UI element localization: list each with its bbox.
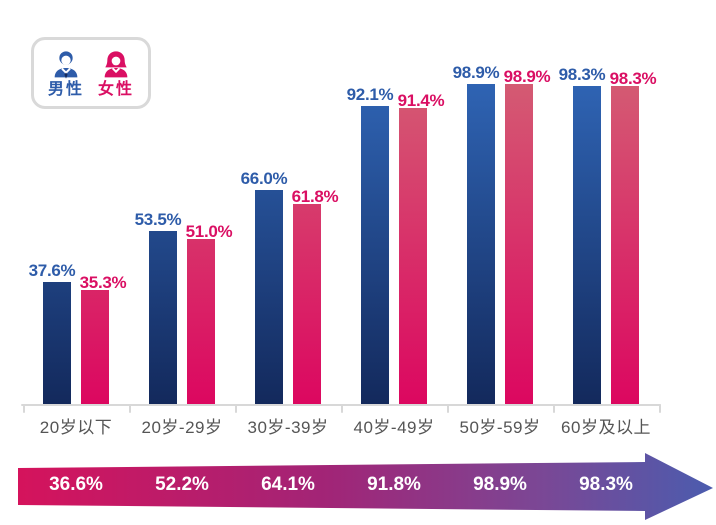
category-label: 40岁-49岁 xyxy=(353,418,435,437)
arrow-value-label: 52.2% xyxy=(155,474,209,495)
male-value-label: 53.5% xyxy=(134,210,182,229)
male-value-label: 92.1% xyxy=(346,85,394,104)
male-bar xyxy=(361,106,389,404)
axis-tick xyxy=(129,404,131,413)
female-value-label: 98.3% xyxy=(609,69,657,88)
female-value-label: 51.0% xyxy=(185,222,233,241)
female-bar xyxy=(293,204,321,404)
female-value-label: 61.8% xyxy=(291,187,339,206)
male-value-label: 37.6% xyxy=(28,261,76,280)
arrow-value-label: 91.8% xyxy=(367,474,421,495)
female-value-label: 98.9% xyxy=(503,67,551,86)
male-bar xyxy=(149,231,177,404)
category-label: 60岁及以上 xyxy=(561,418,651,437)
category-label: 50岁-59岁 xyxy=(459,418,541,437)
male-value-label: 98.9% xyxy=(452,63,500,82)
legend-male: 男性 xyxy=(48,48,84,98)
arrow-value-label: 98.9% xyxy=(473,474,527,495)
axis-tick xyxy=(447,404,449,413)
female-value-label: 91.4% xyxy=(397,91,445,110)
male-bar xyxy=(43,282,71,404)
category-label: 20岁以下 xyxy=(39,418,113,437)
legend-male-label: 男性 xyxy=(47,81,84,98)
axis-tick xyxy=(23,404,25,413)
male-icon xyxy=(54,51,78,79)
arrow-value-label: 36.6% xyxy=(49,474,103,495)
arrow-value-label: 64.1% xyxy=(261,474,315,495)
axis-tick xyxy=(659,404,661,413)
female-bar xyxy=(81,290,109,404)
male-bar xyxy=(467,84,495,404)
male-value-label: 98.3% xyxy=(558,65,606,84)
axis-tick xyxy=(553,404,555,413)
male-value-label: 66.0% xyxy=(240,169,288,188)
legend: 男性 女性 xyxy=(31,37,151,109)
arrow-value-label: 98.3% xyxy=(579,474,633,495)
plot-area: 37.6% 35.3% 53.5% 51.0% 66.0% 61.8% 92.1% 91.4%… xyxy=(28,63,657,404)
legend-female: 女性 xyxy=(98,48,134,98)
axis-tick xyxy=(235,404,237,413)
legend-female-label: 女性 xyxy=(98,81,135,98)
female-bar xyxy=(505,84,533,404)
totals-arrow: 36.6% 52.2% 64.1% 91.8% 98.9% 98.3% xyxy=(18,451,716,524)
category-label: 20岁-29岁 xyxy=(141,418,223,437)
female-bar xyxy=(187,239,215,404)
totals-arrow-shape xyxy=(18,453,713,520)
female-icon xyxy=(104,51,128,78)
female-value-label: 35.3% xyxy=(79,273,127,292)
axis-tick xyxy=(341,404,343,413)
male-bar xyxy=(573,86,601,404)
male-bar xyxy=(255,190,283,404)
female-bar xyxy=(399,108,427,404)
female-bar xyxy=(611,86,639,404)
category-label: 30岁-39岁 xyxy=(247,418,329,437)
